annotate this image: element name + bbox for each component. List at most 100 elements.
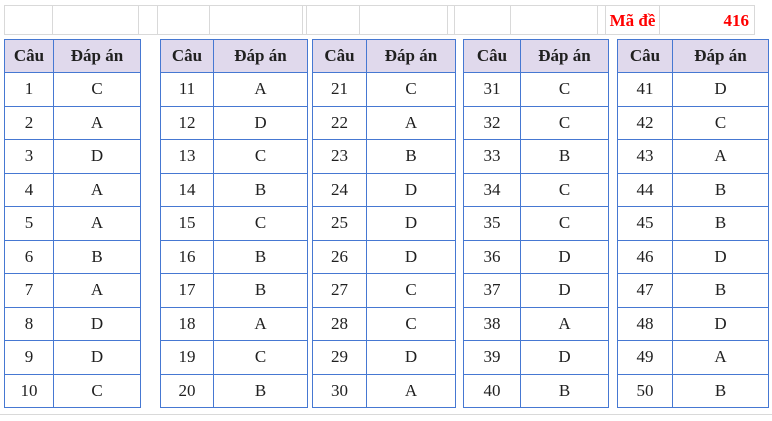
question-number: 14 <box>161 173 214 207</box>
answer-value: C <box>521 73 609 107</box>
answer-value: B <box>54 240 141 274</box>
question-col-header: Câu <box>5 40 54 73</box>
answer-value: D <box>367 173 456 207</box>
answer-row: 45B <box>618 207 769 241</box>
answer-row: 1C <box>5 73 141 107</box>
question-col-header: Câu <box>161 40 214 73</box>
answer-value: A <box>54 207 141 241</box>
answer-row: 46D <box>618 240 769 274</box>
question-number: 24 <box>313 173 367 207</box>
answer-value: A <box>521 307 609 341</box>
question-number: 11 <box>161 73 214 107</box>
question-number: 30 <box>313 374 367 408</box>
question-number: 5 <box>5 207 54 241</box>
answer-row: 39D <box>464 341 609 375</box>
question-number: 16 <box>161 240 214 274</box>
answer-row: 49A <box>618 341 769 375</box>
answer-row: 18A <box>161 307 308 341</box>
answer-value: C <box>521 106 609 140</box>
question-number: 39 <box>464 341 521 375</box>
answer-row: 25D <box>313 207 456 241</box>
grid-cell <box>209 5 303 35</box>
answer-row: 50B <box>618 374 769 408</box>
answer-value: A <box>367 374 456 408</box>
answer-row: 10C <box>5 374 141 408</box>
question-number: 36 <box>464 240 521 274</box>
answer-row: 21C <box>313 73 456 107</box>
answer-row: 48D <box>618 307 769 341</box>
grid-gap-cell <box>138 5 158 35</box>
header-row: CâuĐáp án <box>313 40 456 73</box>
answer-value: D <box>521 240 609 274</box>
answer-row: 15C <box>161 207 308 241</box>
answer-value: B <box>214 374 308 408</box>
answer-row: 34C <box>464 173 609 207</box>
answer-row: 22A <box>313 106 456 140</box>
answer-row: 24D <box>313 173 456 207</box>
answer-value: C <box>367 307 456 341</box>
answer-row: 29D <box>313 341 456 375</box>
question-number: 41 <box>618 73 673 107</box>
grid-cell <box>306 5 360 35</box>
answer-value: A <box>673 140 769 174</box>
answer-row: 17B <box>161 274 308 308</box>
answer-row: 13C <box>161 140 308 174</box>
answer-value: D <box>367 341 456 375</box>
question-number: 37 <box>464 274 521 308</box>
answer-value: B <box>214 240 308 274</box>
answer-value: B <box>214 173 308 207</box>
answer-value: D <box>54 140 141 174</box>
question-number: 1 <box>5 73 54 107</box>
answer-row: 37D <box>464 274 609 308</box>
question-number: 13 <box>161 140 214 174</box>
answer-row: 36D <box>464 240 609 274</box>
answer-row: 28C <box>313 307 456 341</box>
answer-table-4: CâuĐáp án31C32C33B34C35C36D37D38A39D40B <box>463 39 609 408</box>
answer-value: D <box>54 341 141 375</box>
question-number: 42 <box>618 106 673 140</box>
answer-col-header: Đáp án <box>54 40 141 73</box>
answer-row: 12D <box>161 106 308 140</box>
question-number: 27 <box>313 274 367 308</box>
answer-value: D <box>54 307 141 341</box>
exam-code-label: Mã đề <box>605 5 660 35</box>
answer-value: C <box>214 341 308 375</box>
question-number: 43 <box>618 140 673 174</box>
answer-row: 43A <box>618 140 769 174</box>
answer-row: 14B <box>161 173 308 207</box>
question-number: 8 <box>5 307 54 341</box>
answer-table-5: CâuĐáp án41D42C43A44B45B46D47B48D49A50B <box>617 39 769 408</box>
answer-value: D <box>673 240 769 274</box>
answer-value: A <box>367 106 456 140</box>
header-row: CâuĐáp án <box>464 40 609 73</box>
question-number: 26 <box>313 240 367 274</box>
question-number: 2 <box>5 106 54 140</box>
top-grid-row: Mã đề416 <box>4 5 755 35</box>
answer-value: D <box>367 207 456 241</box>
question-number: 49 <box>618 341 673 375</box>
answer-value: A <box>214 73 308 107</box>
answer-value: B <box>367 140 456 174</box>
question-number: 10 <box>5 374 54 408</box>
answer-value: C <box>54 374 141 408</box>
answer-value: B <box>521 374 609 408</box>
question-number: 46 <box>618 240 673 274</box>
question-number: 35 <box>464 207 521 241</box>
answer-row: 26D <box>313 240 456 274</box>
question-col-header: Câu <box>464 40 521 73</box>
answer-row: 40B <box>464 374 609 408</box>
answer-value: D <box>521 341 609 375</box>
answer-row: 41D <box>618 73 769 107</box>
question-number: 21 <box>313 73 367 107</box>
answer-row: 16B <box>161 240 308 274</box>
question-number: 9 <box>5 341 54 375</box>
question-number: 18 <box>161 307 214 341</box>
question-number: 12 <box>161 106 214 140</box>
answer-value: C <box>521 207 609 241</box>
answer-row: 9D <box>5 341 141 375</box>
grid-cell <box>4 5 53 35</box>
answer-table-2: CâuĐáp án11A12D13C14B15C16B17B18A19C20B <box>160 39 308 408</box>
answer-value: C <box>54 73 141 107</box>
answer-table-3: CâuĐáp án21C22A23B24D25D26D27C28C29D30A <box>312 39 456 408</box>
answer-value: C <box>367 73 456 107</box>
